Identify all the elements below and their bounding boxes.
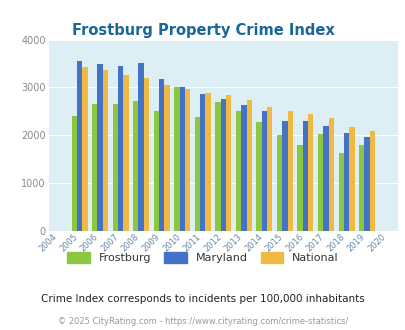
- Bar: [133, 101, 138, 231]
- Bar: [302, 121, 307, 231]
- Bar: [307, 114, 313, 231]
- Bar: [276, 135, 281, 231]
- Bar: [123, 75, 128, 231]
- Bar: [153, 112, 159, 231]
- Bar: [364, 137, 369, 231]
- Bar: [179, 87, 184, 231]
- Bar: [97, 64, 102, 231]
- Bar: [82, 67, 87, 231]
- Bar: [369, 131, 374, 231]
- Bar: [112, 104, 117, 231]
- Bar: [266, 107, 272, 231]
- Bar: [205, 93, 210, 231]
- Bar: [338, 153, 343, 231]
- Bar: [77, 61, 82, 231]
- Bar: [143, 78, 149, 231]
- Legend: Frostburg, Maryland, National: Frostburg, Maryland, National: [67, 252, 338, 263]
- Text: Crime Index corresponds to incidents per 100,000 inhabitants: Crime Index corresponds to incidents per…: [41, 294, 364, 304]
- Bar: [287, 112, 292, 231]
- Bar: [71, 116, 77, 231]
- Bar: [138, 63, 143, 231]
- Bar: [358, 145, 364, 231]
- Bar: [220, 99, 226, 231]
- Bar: [348, 127, 354, 231]
- Bar: [92, 104, 97, 231]
- Bar: [256, 122, 261, 231]
- Bar: [297, 145, 302, 231]
- Bar: [235, 112, 241, 231]
- Bar: [322, 126, 328, 231]
- Text: © 2025 CityRating.com - https://www.cityrating.com/crime-statistics/: © 2025 CityRating.com - https://www.city…: [58, 317, 347, 326]
- Bar: [159, 79, 164, 231]
- Bar: [281, 121, 287, 231]
- Bar: [317, 134, 322, 231]
- Bar: [328, 117, 333, 231]
- Bar: [246, 100, 251, 231]
- Bar: [226, 95, 231, 231]
- Bar: [117, 66, 123, 231]
- Bar: [174, 87, 179, 231]
- Bar: [241, 105, 246, 231]
- Bar: [102, 70, 108, 231]
- Bar: [164, 85, 169, 231]
- Text: Frostburg Property Crime Index: Frostburg Property Crime Index: [71, 23, 334, 38]
- Bar: [194, 117, 200, 231]
- Bar: [184, 89, 190, 231]
- Bar: [343, 133, 348, 231]
- Bar: [215, 102, 220, 231]
- Bar: [200, 94, 205, 231]
- Bar: [261, 112, 266, 231]
